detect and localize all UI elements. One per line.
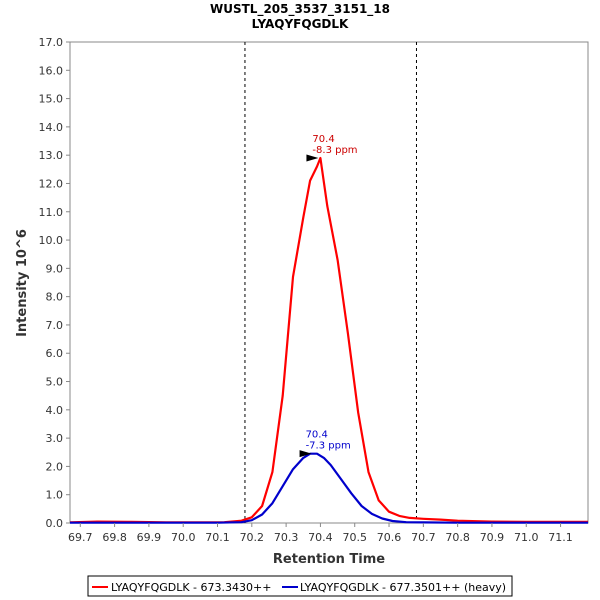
y-tick-label: 6.0 — [46, 347, 64, 360]
integration-boundaries — [244, 42, 417, 523]
y-tick-label: 13.0 — [39, 149, 64, 162]
y-tick-label: 12.0 — [39, 177, 64, 190]
x-axis-label: Retention Time — [273, 552, 385, 567]
series-line-heavy — [70, 452, 588, 524]
x-tick-label: 70.1 — [205, 531, 230, 544]
legend-entry-heavy: LYAQYFQGDLK - 677.3501++ (heavy) — [300, 581, 506, 594]
x-axis-ticks: 69.7 69.8 69.9 70.0 70.1 70.2 70.3 70.4 70.5 70.6… — [68, 523, 573, 544]
series-lines — [69, 156, 588, 524]
y-tick-label: 5.0 — [46, 376, 64, 389]
y-tick-label: 15.0 — [39, 93, 64, 106]
x-tick-label: 71.1 — [548, 531, 573, 544]
x-tick-label: 69.9 — [137, 531, 162, 544]
plot-frame — [69, 41, 589, 524]
x-tick-label: 70.7 — [411, 531, 436, 544]
y-axis-label: Intensity 10^6 — [15, 229, 30, 337]
y-tick-label: 11.0 — [39, 206, 64, 219]
x-tick-label: 70.0 — [171, 531, 196, 544]
y-tick-label: 16.0 — [39, 64, 64, 77]
x-tick-label: 69.8 — [102, 531, 127, 544]
x-tick-label: 70.5 — [342, 531, 367, 544]
x-tick-label: 70.9 — [480, 531, 505, 544]
y-tick-label: 7.0 — [46, 319, 64, 332]
x-tick-label: 70.4 — [308, 531, 333, 544]
y-tick-label: 4.0 — [46, 404, 64, 417]
y-tick-label: 9.0 — [46, 262, 64, 275]
y-axis-ticks: 0.0 1.0 2.0 3.0 4.0 5.0 6.0 7.0 8.0 9.0 10.0 11.0 12… — [39, 36, 70, 530]
peak-label-light: 70.4 — [312, 134, 334, 145]
x-tick-label: 70.3 — [274, 531, 299, 544]
x-tick-label: 69.7 — [68, 531, 93, 544]
y-tick-label: 3.0 — [46, 432, 64, 445]
y-tick-label: 2.0 — [46, 460, 64, 473]
y-tick-label: 17.0 — [39, 36, 64, 49]
x-tick-label: 70.6 — [377, 531, 402, 544]
plot-area — [69, 41, 589, 524]
chart-title: WUSTL_205_3537_3151_18 — [210, 2, 390, 17]
peak-marker — [306, 154, 319, 162]
legend-box — [87, 575, 513, 597]
y-tick-label: 1.0 — [46, 489, 64, 502]
y-tick-label: 0.0 — [46, 517, 64, 530]
y-tick-label: 8.0 — [46, 291, 64, 304]
y-tick-label: 10.0 — [39, 234, 64, 247]
peak-marker — [299, 450, 312, 458]
peak-label-heavy: 70.4 — [306, 430, 328, 441]
x-tick-label: 71.0 — [514, 531, 539, 544]
y-tick-label: 14.0 — [39, 121, 64, 134]
x-tick-label: 70.2 — [240, 531, 265, 544]
chart-subtitle: LYAQYFQGDLK — [252, 17, 349, 31]
legend-entry-light: LYAQYFQGDLK - 673.3430++ — [111, 581, 271, 594]
legend: LYAQYFQGDLK - 673.3430++ LYAQYFQGDLK - 6… — [87, 575, 513, 597]
peak-label-light: -8.3 ppm — [312, 145, 357, 156]
x-tick-label: 70.8 — [445, 531, 470, 544]
peak-label-heavy: -7.3 ppm — [306, 441, 351, 452]
